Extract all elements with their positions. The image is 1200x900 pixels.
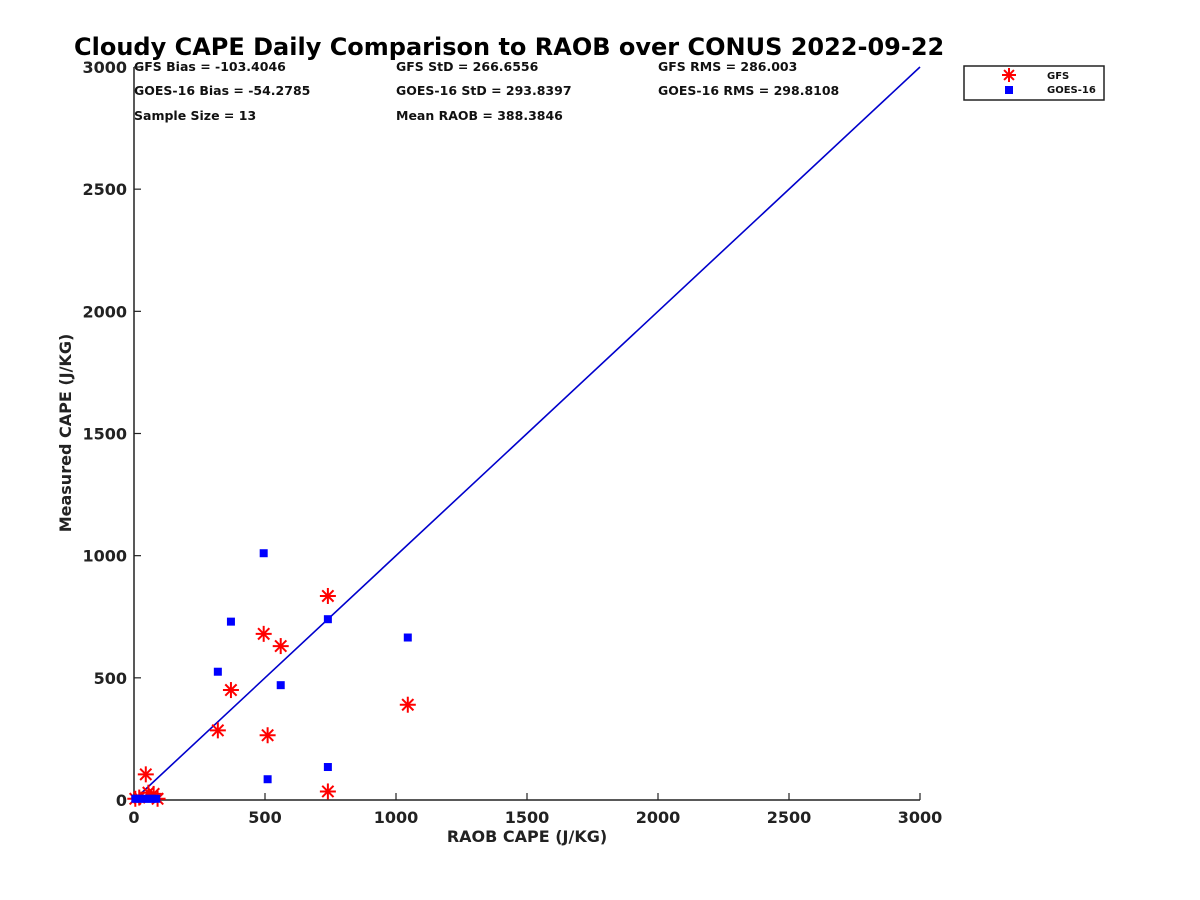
- reference-line: [133, 66, 921, 801]
- gfs-point: [319, 783, 336, 800]
- series-gfs: [127, 587, 416, 807]
- axes: 0 500 1000 1500 2000 2500 3000 0 500 1000 1500 2000…: [82, 58, 942, 827]
- gfs-point: [137, 766, 154, 783]
- y-axis-label: Measured CAPE (J/KG): [56, 334, 75, 533]
- series-goes16: [131, 549, 412, 803]
- legend-box: [963, 65, 1105, 101]
- x-tick-label: 1500: [505, 808, 550, 827]
- stat-goes-rms: GOES-16 RMS = 298.8108: [658, 83, 839, 98]
- y-tick-label: 3000: [82, 58, 127, 77]
- x-tick-label: 2000: [636, 808, 681, 827]
- goes16-point: [226, 617, 235, 626]
- x-tick-label: 0: [128, 808, 139, 827]
- gfs-point: [319, 587, 336, 604]
- y-tick-label: 2000: [82, 302, 127, 321]
- stat-goes-std: GOES-16 StD = 293.8397: [396, 83, 572, 98]
- legend-goes16-marker: [1005, 86, 1013, 94]
- goes16-point: [323, 615, 332, 624]
- legend-gfs-asterisk: [1002, 68, 1016, 82]
- stat-goes-bias: GOES-16 Bias = -54.2785: [134, 83, 310, 98]
- y-tick-label: 2500: [82, 180, 127, 199]
- gfs-point: [255, 625, 272, 642]
- goes16-point: [403, 633, 412, 642]
- x-tick-label: 3000: [898, 808, 943, 827]
- stat-mean-raob: Mean RAOB = 388.3846: [396, 108, 563, 123]
- y-tick-label: 500: [94, 669, 127, 688]
- x-axis-label: RAOB CAPE (J/KG): [447, 827, 607, 846]
- gfs-point: [259, 727, 276, 744]
- stat-gfs-rms: GFS RMS = 286.003: [658, 59, 797, 74]
- legend-goes16-label: GOES-16: [1047, 85, 1096, 96]
- goes16-point: [259, 549, 268, 558]
- legend-gfs-marker: [1002, 68, 1016, 82]
- gfs-point: [272, 638, 289, 655]
- stats-block: GFS Bias = -103.4046 GFS StD = 266.6556 …: [134, 59, 839, 123]
- gfs-point: [399, 696, 416, 713]
- goes16-point: [276, 681, 285, 690]
- y-tick-label: 0: [116, 791, 127, 810]
- goes16-point: [213, 667, 222, 676]
- y-tick-label: 1500: [82, 425, 127, 444]
- goes16-point: [263, 775, 272, 784]
- chart-title: Cloudy CAPE Daily Comparison to RAOB ove…: [74, 33, 944, 61]
- x-tick-label: 2500: [767, 808, 812, 827]
- x-tick-label: 500: [248, 808, 281, 827]
- stat-gfs-bias: GFS Bias = -103.4046: [134, 59, 286, 74]
- goes16-point: [135, 794, 144, 803]
- gfs-point: [209, 722, 226, 739]
- reference-line-group: [133, 66, 921, 801]
- stat-gfs-std: GFS StD = 266.6556: [396, 59, 539, 74]
- legend-gfs-label: GFS: [1047, 71, 1069, 82]
- goes16-point: [152, 794, 161, 803]
- legend: GFS GOES-16: [963, 65, 1105, 101]
- stat-sample-size: Sample Size = 13: [134, 108, 256, 123]
- gfs-point: [222, 682, 239, 699]
- goes16-point: [323, 763, 332, 772]
- y-tick-label: 1000: [82, 547, 127, 566]
- x-tick-label: 1000: [374, 808, 419, 827]
